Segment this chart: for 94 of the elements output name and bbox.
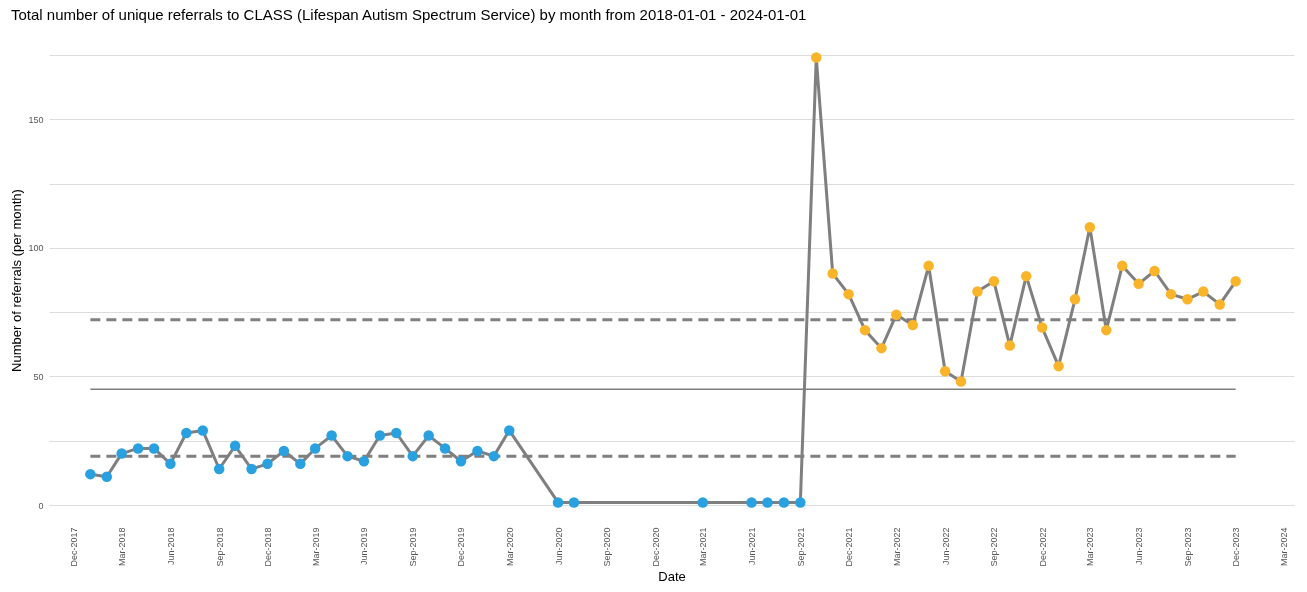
point [811,52,822,63]
point [165,458,176,470]
x-tick-label: Jun-2019 [359,527,370,566]
y-tick-label: 100 [28,243,44,254]
point [1101,324,1112,336]
point [1214,299,1226,310]
x-tick-label: Dec-2020 [650,527,661,567]
x-tick-label: Sep-2020 [602,527,613,567]
x-tick-label: Dec-2023 [1231,527,1242,567]
x-axis-title: Date [658,568,686,584]
x-tick-label: Dec-2019 [456,527,467,567]
point [181,427,192,439]
point [746,497,757,508]
point [1230,276,1241,287]
x-tick-label: Jun-2021 [747,527,758,566]
point [1165,288,1177,300]
x-tick-label: Jun-2022 [940,527,951,566]
point [891,309,902,320]
point [568,497,580,508]
point [762,497,773,508]
x-tick-label: Mar-2020 [504,527,515,567]
point [923,260,934,272]
x-tick-label: Mar-2023 [1085,527,1096,567]
x-tick-label: Jun-2018 [165,527,176,566]
point [1004,340,1016,351]
point [1149,265,1160,277]
point [374,430,386,441]
point [843,288,854,300]
point [472,445,483,457]
point [697,497,709,508]
point [326,430,337,441]
point [309,443,321,454]
point [407,450,418,462]
point [116,448,127,459]
x-tick-label: Dec-2018 [262,527,273,567]
y-tick-label: 0 [38,500,44,511]
point [391,427,402,439]
x-tick-label: Mar-2022 [891,527,902,567]
point [876,342,887,354]
point [132,443,144,454]
point [1084,222,1096,233]
point [439,443,451,454]
x-tick-label: Sep-2019 [408,527,419,567]
x-tick-label: Mar-2024 [1279,527,1290,567]
x-tick-label: Dec-2021 [844,527,855,567]
x-tick-label: Mar-2021 [698,527,709,567]
point [955,376,967,387]
point [1182,294,1193,305]
point [423,430,434,441]
x-tick-label: Jun-2023 [1134,527,1145,566]
x-tick-label: Sep-2022 [989,527,1000,567]
y-tick-label: 150 [28,114,44,125]
point [342,450,353,462]
y-axis-title: Number of referrals (per month) [9,189,25,372]
point [552,497,564,508]
x-tick-label: Dec-2017 [69,527,80,567]
point [85,468,96,480]
point [213,463,225,475]
point [262,458,273,470]
x-tick-label: Sep-2023 [1182,527,1193,567]
point [1198,286,1209,297]
chart-title: Total number of unique referrals to CLASS (Lifespan Autism Spectrum Service) by month from 2018-01-01 - 2024-01-01 [10,6,807,23]
x-tick-label: Jun-2020 [553,527,564,566]
point [229,440,241,452]
y-tick-label: 50 [33,371,44,382]
point [246,463,257,475]
x-tick-label: Mar-2018 [117,527,128,567]
point [1036,322,1048,333]
point [1020,270,1032,282]
x-tick-label: Mar-2019 [310,527,321,567]
point [504,425,515,436]
point [488,450,500,462]
point [907,319,918,331]
point [1069,294,1081,305]
point [859,324,871,336]
point [295,458,306,470]
point [148,443,160,454]
point [455,456,467,467]
point [795,497,806,508]
point [939,366,951,377]
point [988,276,1000,287]
point [197,425,209,436]
point [278,445,290,457]
point [1133,278,1144,290]
x-tick-label: Dec-2022 [1037,527,1048,567]
point [778,497,790,508]
x-tick-label: Sep-2018 [214,527,225,567]
x-tick-label: Sep-2021 [795,527,806,567]
point [827,268,838,279]
point [972,286,983,297]
point [358,456,370,467]
point [1116,260,1128,272]
point [101,471,113,482]
point [1053,360,1064,372]
